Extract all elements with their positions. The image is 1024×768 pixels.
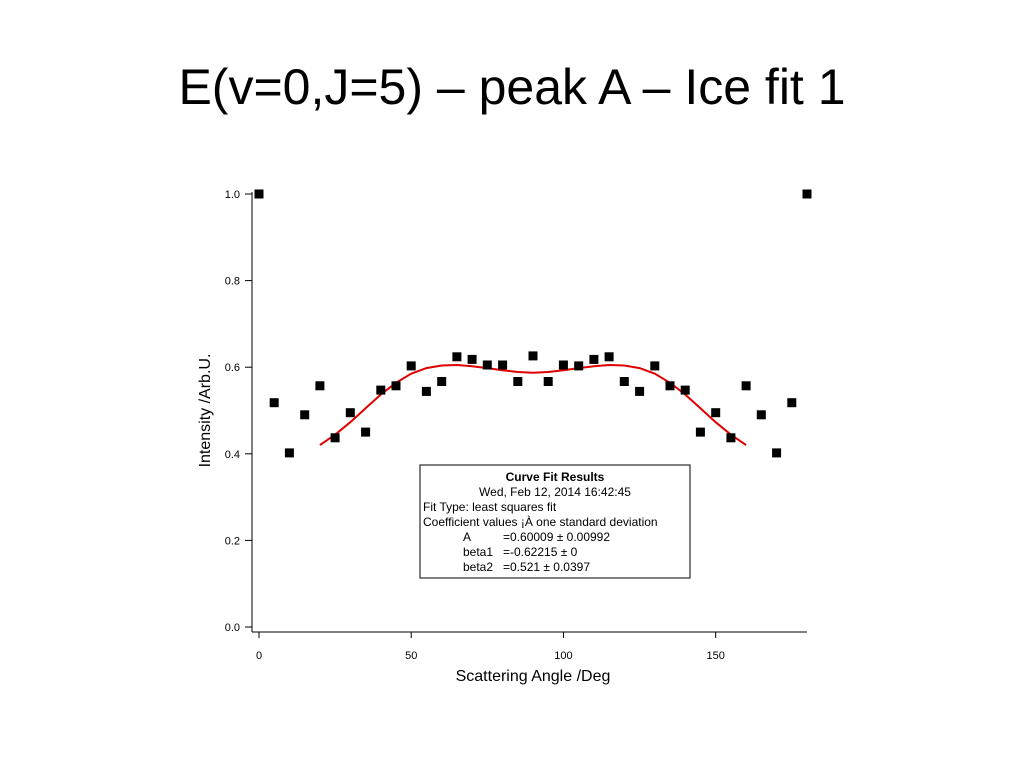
coefficient-value: =-0.62215 ± 0 xyxy=(503,545,578,559)
y-tick-label: 0.2 xyxy=(225,535,240,547)
y-tick-label: 0.6 xyxy=(225,362,240,374)
data-point xyxy=(619,377,629,386)
data-point xyxy=(269,398,279,408)
data-point xyxy=(361,427,371,437)
coefficient-name: beta1 xyxy=(463,545,493,559)
curve-fit-title: Curve Fit Results xyxy=(506,470,605,484)
curve-fit-coefficient-header: Coefficient values ¡À one standard devia… xyxy=(423,514,658,529)
data-point xyxy=(406,361,416,371)
coefficient-name: beta2 xyxy=(463,560,493,574)
data-point xyxy=(665,381,675,391)
data-point xyxy=(513,377,523,386)
data-point xyxy=(772,448,782,458)
curve-fit-date: Wed, Feb 12, 2014 16:42:45 xyxy=(479,485,631,499)
data-point xyxy=(284,448,294,458)
curve-fit-coefficients: A =0.60009 ± 0.00992 beta1 =-0.62215 ± 0 bet… xyxy=(463,530,610,574)
data-point xyxy=(254,189,264,199)
slide-title: E(v=0,J=5) – peak A – Ice fit 1 xyxy=(178,59,846,115)
curve-fit-results-box: Curve Fit Results Wed, Feb 12, 2014 16:4… xyxy=(419,464,691,579)
data-point xyxy=(695,427,705,437)
data-point xyxy=(574,361,584,371)
data-point xyxy=(498,360,508,370)
data-point xyxy=(330,433,340,443)
curve-fit-results-border xyxy=(419,464,691,579)
data-point xyxy=(300,410,310,420)
y-axis-ticks: 0.0 0.2 0.4 0.6 0.8 1.0 xyxy=(225,189,252,634)
data-point xyxy=(315,381,325,391)
data-point xyxy=(528,351,538,361)
x-axis-title: Scattering Angle /Deg xyxy=(456,668,611,685)
data-point xyxy=(589,354,599,364)
data-point xyxy=(452,352,462,362)
x-tick-label: 100 xyxy=(554,650,572,662)
data-point xyxy=(421,386,431,396)
data-point xyxy=(437,377,447,386)
y-tick-label: 0.8 xyxy=(225,276,240,288)
coefficient-value: =0.60009 ± 0.00992 xyxy=(503,530,610,544)
data-point xyxy=(741,381,751,391)
curve-fit-type: Fit Type: least squares fit xyxy=(423,500,557,514)
y-axis-title: Intensity /Arb.U. xyxy=(197,354,214,468)
x-axis-ticks: 0 50 100 150 xyxy=(256,632,725,662)
x-tick-label: 0 xyxy=(256,650,262,662)
data-point xyxy=(756,410,766,420)
y-tick-label: 1.0 xyxy=(225,189,240,201)
data-point xyxy=(345,408,355,418)
data-points xyxy=(254,189,812,458)
data-point xyxy=(482,360,492,370)
data-point xyxy=(391,381,401,391)
data-point xyxy=(680,385,690,395)
data-point xyxy=(604,352,614,362)
y-tick-label: 0.4 xyxy=(225,449,240,461)
data-point xyxy=(711,408,721,418)
data-point xyxy=(635,386,645,396)
coefficient-value: =0.521 ± 0.0397 xyxy=(503,560,590,574)
data-point xyxy=(376,385,386,395)
data-point xyxy=(558,360,568,370)
axes xyxy=(251,192,807,633)
x-tick-label: 50 xyxy=(405,650,417,662)
data-point xyxy=(787,398,797,408)
data-point xyxy=(650,361,660,371)
fit-curve xyxy=(319,363,747,446)
data-point xyxy=(802,189,812,199)
data-point xyxy=(467,354,477,364)
data-point xyxy=(726,433,736,443)
data-point xyxy=(543,377,553,386)
x-tick-label: 150 xyxy=(706,650,724,662)
coefficient-name: A xyxy=(463,530,471,544)
y-tick-label: 0.0 xyxy=(225,622,240,634)
